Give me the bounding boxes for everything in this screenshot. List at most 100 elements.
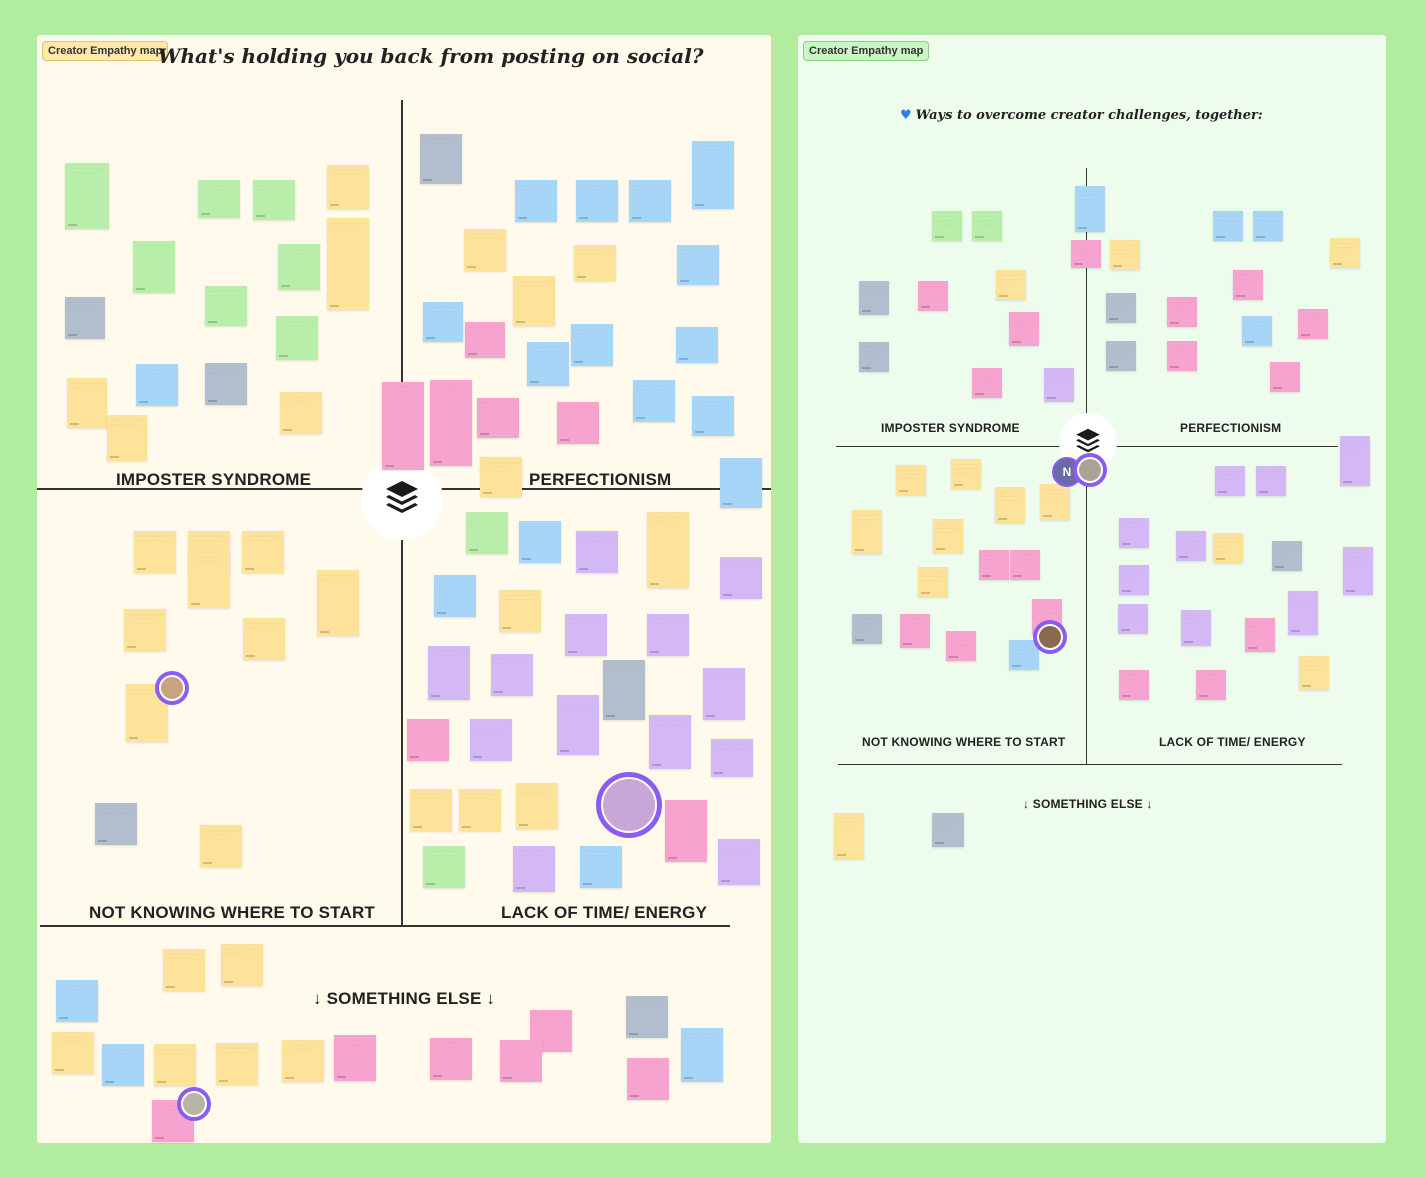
sticky-note[interactable]: · · · · · · · · · · · · · · · · · · · · … bbox=[1340, 436, 1370, 486]
sticky-note[interactable]: · · · · · · · · · · · · · · · · · · · · … bbox=[466, 512, 508, 554]
sticky-note[interactable]: · · · · · · · · · · · · · · · · · · · · … bbox=[1272, 541, 1302, 571]
sticky-note[interactable]: · · · · · · · · · · · · · · · · · · · · … bbox=[649, 715, 691, 769]
sticky-note[interactable]: · · · · · · · · · · · · · · · · · · · · … bbox=[317, 570, 359, 636]
sticky-note[interactable]: · · · · · · · · · · · · · · · · · · · · … bbox=[253, 180, 295, 220]
sticky-note[interactable]: · · · · · · · · · · · · · · · · · · · · … bbox=[423, 846, 465, 888]
sticky-note[interactable]: · · · · · · · · · · · · · · · · · · · · … bbox=[1009, 312, 1039, 346]
sticky-note[interactable]: · · · · · · · · · · · · · · · · · · · · … bbox=[557, 695, 599, 755]
collaborator-avatar[interactable] bbox=[177, 1087, 211, 1121]
sticky-note[interactable]: · · · · · · · · · · · · · · · · · · · · … bbox=[692, 396, 734, 436]
sticky-note[interactable]: · · · · · · · · · · · · · · · · · · · · … bbox=[1213, 533, 1243, 563]
sticky-note[interactable]: · · · · · · · · · · · · · · · · · · · · … bbox=[491, 654, 533, 696]
sticky-note[interactable]: · · · · · · · · · · · · · · · · · · · · … bbox=[464, 229, 506, 271]
sticky-note[interactable]: · · · · · · · · · · · · · · · · · · · · … bbox=[1110, 240, 1140, 270]
sticky-note[interactable]: · · · · · · · · · · · · · · · · · · · · … bbox=[647, 512, 689, 588]
sticky-note[interactable]: · · · · · · · · · · · · · · · · · · · · … bbox=[1106, 341, 1136, 371]
sticky-note[interactable]: · · · · · · · · · · · · · · · · · · · · … bbox=[52, 1032, 94, 1074]
sticky-note[interactable]: · · · · · · · · · · · · · · · · · · · · … bbox=[430, 1038, 472, 1080]
sticky-note[interactable]: · · · · · · · · · · · · · · · · · · · · … bbox=[1167, 341, 1197, 371]
sticky-note[interactable]: · · · · · · · · · · · · · · · · · · · · … bbox=[67, 378, 107, 428]
sticky-note[interactable]: · · · · · · · · · · · · · · · · · · · · … bbox=[107, 415, 147, 461]
left-board-tag[interactable]: Creator Empathy map bbox=[42, 41, 169, 61]
sticky-note[interactable]: · · · · · · · · · · · · · · · · · · · · … bbox=[1299, 656, 1329, 690]
sticky-note[interactable]: · · · · · · · · · · · · · · · · · · · · … bbox=[565, 614, 607, 656]
collaborator-avatar[interactable] bbox=[1073, 453, 1107, 487]
sticky-note[interactable]: · · · · · · · · · · · · · · · · · · · · … bbox=[629, 180, 671, 222]
sticky-note[interactable]: · · · · · · · · · · · · · · · · · · · · … bbox=[946, 631, 976, 661]
sticky-note[interactable]: · · · · · · · · · · · · · · · · · · · · … bbox=[280, 392, 322, 434]
sticky-note[interactable]: · · · · · · · · · · · · · · · · · · · · … bbox=[282, 1040, 324, 1082]
sticky-note[interactable]: · · · · · · · · · · · · · · · · · · · · … bbox=[627, 1058, 669, 1100]
sticky-note[interactable]: · · · · · · · · · · · · · · · · · · · · … bbox=[334, 1035, 376, 1081]
sticky-note[interactable]: · · · · · · · · · · · · · · · · · · · · … bbox=[647, 614, 689, 656]
sticky-note[interactable]: · · · · · · · · · · · · · · · · · · · · … bbox=[995, 487, 1025, 523]
sticky-note[interactable]: · · · · · · · · · · · · · · · · · · · · … bbox=[972, 211, 1002, 241]
sticky-note[interactable]: · · · · · · · · · · · · · · · · · · · · … bbox=[665, 800, 707, 862]
sticky-note[interactable]: · · · · · · · · · · · · · · · · · · · · … bbox=[711, 739, 753, 777]
sticky-note[interactable]: · · · · · · · · · · · · · · · · · · · · … bbox=[932, 813, 964, 847]
sticky-note[interactable]: · · · · · · · · · · · · · · · · · · · · … bbox=[951, 459, 981, 489]
sticky-note[interactable]: · · · · · · · · · · · · · · · · · · · · … bbox=[513, 846, 555, 892]
sticky-note[interactable]: · · · · · · · · · · · · · · · · · · · · … bbox=[576, 531, 618, 573]
sticky-note[interactable]: · · · · · · · · · · · · · · · · · · · · … bbox=[188, 552, 230, 608]
sticky-note[interactable]: · · · · · · · · · · · · · · · · · · · · … bbox=[243, 618, 285, 660]
sticky-note[interactable]: · · · · · · · · · · · · · · · · · · · · … bbox=[154, 1044, 196, 1086]
sticky-note[interactable]: · · · · · · · · · · · · · · · · · · · · … bbox=[205, 286, 247, 326]
sticky-note[interactable]: · · · · · · · · · · · · · · · · · · · · … bbox=[852, 510, 882, 554]
sticky-note[interactable]: · · · · · · · · · · · · · · · · · · · · … bbox=[896, 465, 926, 495]
sticky-note[interactable]: · · · · · · · · · · · · · · · · · · · · … bbox=[430, 380, 472, 466]
sticky-note[interactable]: · · · · · · · · · · · · · · · · · · · · … bbox=[410, 789, 452, 831]
sticky-note[interactable]: · · · · · · · · · · · · · · · · · · · · … bbox=[972, 368, 1002, 398]
sticky-note[interactable]: · · · · · · · · · · · · · · · · · · · · … bbox=[242, 531, 284, 573]
sticky-note[interactable]: · · · · · · · · · · · · · · · · · · · · … bbox=[677, 245, 719, 285]
sticky-note[interactable]: · · · · · · · · · · · · · · · · · · · · … bbox=[1181, 610, 1211, 646]
sticky-note[interactable]: · · · · · · · · · · · · · · · · · · · · … bbox=[720, 557, 762, 599]
sticky-note[interactable]: · · · · · · · · · · · · · · · · · · · · … bbox=[1176, 531, 1206, 561]
sticky-note[interactable]: · · · · · · · · · · · · · · · · · · · · … bbox=[527, 342, 569, 386]
sticky-note[interactable]: · · · · · · · · · · · · · · · · · · · · … bbox=[1233, 270, 1263, 300]
sticky-note[interactable]: · · · · · · · · · · · · · · · · · · · · … bbox=[420, 134, 462, 184]
sticky-note[interactable]: · · · · · · · · · · · · · · · · · · · · … bbox=[56, 980, 98, 1022]
sticky-note[interactable]: · · · · · · · · · · · · · · · · · · · · … bbox=[1118, 604, 1148, 634]
sticky-note[interactable]: · · · · · · · · · · · · · · · · · · · · … bbox=[95, 803, 137, 845]
sticky-note[interactable]: · · · · · · · · · · · · · · · · · · · · … bbox=[1253, 211, 1283, 241]
sticky-note[interactable]: · · · · · · · · · · · · · · · · · · · · … bbox=[852, 614, 882, 644]
sticky-note[interactable]: · · · · · · · · · · · · · · · · · · · · … bbox=[574, 245, 616, 281]
sticky-note[interactable]: · · · · · · · · · · · · · · · · · · · · … bbox=[499, 590, 541, 632]
sticky-note[interactable]: · · · · · · · · · · · · · · · · · · · · … bbox=[1196, 670, 1226, 700]
sticky-note[interactable]: · · · · · · · · · · · · · · · · · · · · … bbox=[519, 521, 561, 563]
sticky-note[interactable]: · · · · · · · · · · · · · · · · · · · · … bbox=[516, 783, 558, 829]
collaborator-avatar-group[interactable] bbox=[596, 772, 662, 838]
sticky-note[interactable]: · · · · · · · · · · · · · · · · · · · · … bbox=[580, 846, 622, 888]
sticky-note[interactable]: · · · · · · · · · · · · · · · · · · · · … bbox=[633, 380, 675, 422]
sticky-note[interactable]: · · · · · · · · · · · · · · · · · · · · … bbox=[65, 163, 109, 229]
sticky-note[interactable]: · · · · · · · · · · · · · · · · · · · · … bbox=[1343, 547, 1373, 595]
sticky-note[interactable]: · · · · · · · · · · · · · · · · · · · · … bbox=[407, 719, 449, 761]
sticky-note[interactable]: · · · · · · · · · · · · · · · · · · · · … bbox=[133, 241, 175, 293]
sticky-note[interactable]: · · · · · · · · · · · · · · · · · · · · … bbox=[1106, 293, 1136, 323]
sticky-note[interactable]: · · · · · · · · · · · · · · · · · · · · … bbox=[1044, 368, 1074, 402]
sticky-note[interactable]: · · · · · · · · · · · · · · · · · · · · … bbox=[1213, 211, 1243, 241]
sticky-note[interactable]: · · · · · · · · · · · · · · · · · · · · … bbox=[932, 211, 962, 241]
sticky-note[interactable]: · · · · · · · · · · · · · · · · · · · · … bbox=[918, 567, 948, 597]
sticky-note[interactable]: · · · · · · · · · · · · · · · · · · · · … bbox=[1119, 518, 1149, 548]
sticky-note[interactable]: · · · · · · · · · · · · · · · · · · · · … bbox=[500, 1040, 542, 1082]
sticky-note[interactable]: · · · · · · · · · · · · · · · · · · · · … bbox=[703, 668, 745, 720]
sticky-note[interactable]: · · · · · · · · · · · · · · · · · · · · … bbox=[681, 1028, 723, 1082]
sticky-note[interactable]: · · · · · · · · · · · · · · · · · · · · … bbox=[327, 218, 369, 310]
sticky-note[interactable]: · · · · · · · · · · · · · · · · · · · · … bbox=[465, 322, 505, 358]
sticky-note[interactable]: · · · · · · · · · · · · · · · · · · · · … bbox=[676, 327, 718, 363]
sticky-note[interactable]: · · · · · · · · · · · · · · · · · · · · … bbox=[859, 281, 889, 315]
sticky-note[interactable]: · · · · · · · · · · · · · · · · · · · · … bbox=[278, 244, 320, 290]
sticky-note[interactable]: · · · · · · · · · · · · · · · · · · · · … bbox=[557, 402, 599, 444]
sticky-note[interactable]: · · · · · · · · · · · · · · · · · · · · … bbox=[933, 519, 963, 553]
sticky-note[interactable]: · · · · · · · · · · · · · · · · · · · · … bbox=[1245, 618, 1275, 652]
sticky-note[interactable]: · · · · · · · · · · · · · · · · · · · · … bbox=[428, 646, 470, 700]
collaborator-avatar[interactable] bbox=[1033, 620, 1067, 654]
sticky-note[interactable]: · · · · · · · · · · · · · · · · · · · · … bbox=[576, 180, 618, 222]
sticky-note[interactable]: · · · · · · · · · · · · · · · · · · · · … bbox=[470, 719, 512, 761]
sticky-note[interactable]: · · · · · · · · · · · · · · · · · · · · … bbox=[221, 944, 263, 986]
sticky-note[interactable]: · · · · · · · · · · · · · · · · · · · · … bbox=[1075, 186, 1105, 232]
sticky-note[interactable]: · · · · · · · · · · · · · · · · · · · · … bbox=[692, 141, 734, 209]
sticky-note[interactable]: · · · · · · · · · · · · · · · · · · · · … bbox=[200, 825, 242, 867]
